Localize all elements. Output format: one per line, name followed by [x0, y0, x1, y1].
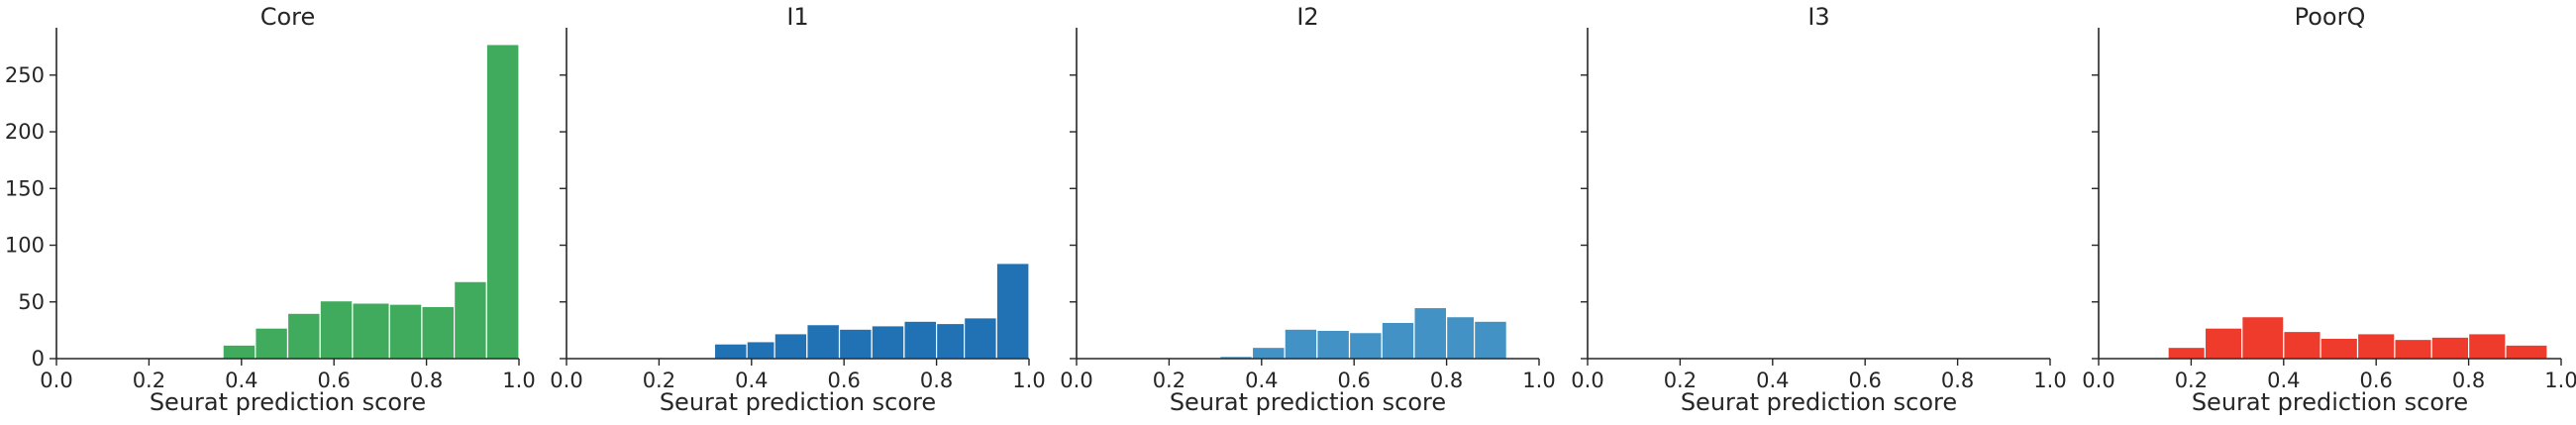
histogram-bar	[1445, 316, 1476, 360]
panel-poorq: 0.0 0.2 0.4 0.6 0.8 1.0 PoorQ Seurat prediction…	[2082, 3, 2576, 416]
histogram-bar	[1251, 346, 1286, 360]
x-tick-label: 0.2	[1153, 369, 1185, 392]
x-tick-label: 0.6	[2359, 369, 2392, 392]
x-tick-label: 0.6	[317, 369, 350, 392]
histogram-bar	[903, 320, 938, 360]
panel-title: Core	[260, 3, 316, 31]
panel-title: I1	[786, 3, 808, 31]
x-tick-label: 0.0	[1060, 369, 1092, 392]
y-tick-label: 0	[32, 347, 45, 371]
panel-title: PoorQ	[2295, 3, 2366, 31]
histogram-bar	[838, 328, 873, 360]
x-tick-label: 0.4	[225, 369, 258, 392]
histogram-bar	[2356, 333, 2396, 360]
histogram-bar	[1413, 306, 1448, 360]
x-tick-label: 0.6	[827, 369, 860, 392]
x-axis-label: Seurat prediction score	[660, 388, 936, 416]
panel-title: I3	[1807, 3, 1829, 31]
panel-i2: 0.0 0.2 0.4 0.6 0.8 1.0 I2 Seurat prediction sc…	[1060, 3, 1555, 416]
x-tick-label: 1.0	[2544, 369, 2576, 392]
x-tick-label: 0.2	[2175, 369, 2208, 392]
x-tick-label: 0.0	[40, 369, 72, 392]
panel-title: I2	[1296, 3, 1318, 31]
histogram-bar	[2505, 344, 2548, 360]
histogram-bar	[2241, 316, 2285, 360]
histogram-bar	[2283, 330, 2321, 360]
x-tick-label: 0.0	[2082, 369, 2114, 392]
histogram-bar	[2167, 346, 2207, 360]
histogram-bar	[2394, 338, 2432, 360]
histogram-bar	[2204, 327, 2243, 360]
x-tick-label: 1.0	[2033, 369, 2066, 392]
histogram-bar	[222, 344, 257, 360]
histogram-bar	[806, 324, 841, 360]
x-axis-label: Seurat prediction score	[1681, 388, 1957, 416]
x-tick-label: 0.0	[1571, 369, 1603, 392]
histogram-bar	[319, 300, 354, 360]
x-tick-label: 0.2	[1664, 369, 1697, 392]
y-tick-label: 250	[5, 63, 45, 87]
x-tick-label: 0.2	[133, 369, 165, 392]
histogram-bar	[2319, 337, 2359, 360]
panel-i3: 0.0 0.2 0.4 0.6 0.8 1.0 I3 Seurat prediction sc…	[1571, 3, 2066, 416]
x-tick-label: 0.8	[920, 369, 953, 392]
histogram-bar	[1474, 320, 1507, 360]
histogram-bar	[2468, 333, 2507, 360]
x-tick-label: 0.8	[2452, 369, 2485, 392]
histogram-bar	[713, 343, 748, 360]
x-tick-label: 0.4	[1245, 369, 1278, 392]
x-tick-label: 0.0	[550, 369, 582, 392]
x-tick-label: 0.4	[735, 369, 768, 392]
histogram-bar	[746, 341, 775, 360]
histogram-bar	[871, 325, 905, 360]
histogram-bar	[1316, 329, 1351, 360]
x-tick-label: 0.8	[1430, 369, 1463, 392]
x-axis-label: Seurat prediction score	[2192, 388, 2468, 416]
x-tick-label: 0.4	[2267, 369, 2300, 392]
x-tick-label: 1.0	[502, 369, 535, 392]
histogram-bar	[421, 305, 456, 360]
x-tick-label: 0.6	[1337, 369, 1370, 392]
x-axis-label: Seurat prediction score	[1170, 388, 1446, 416]
histogram-bar	[2430, 336, 2470, 360]
histogram-bar	[964, 317, 997, 360]
histogram-bar	[1348, 332, 1383, 360]
histogram-bar	[773, 333, 808, 360]
x-tick-label: 1.0	[1012, 369, 1045, 392]
panel-i1: 0.0 0.2 0.4 0.6 0.8 1.0 I1 Seurat prediction sc…	[550, 3, 1045, 416]
x-tick-label: 0.6	[1848, 369, 1881, 392]
x-tick-label: 0.8	[1941, 369, 1974, 392]
histogram-bar	[352, 302, 390, 360]
histogram-bar	[935, 322, 966, 360]
x-tick-label: 0.4	[1756, 369, 1789, 392]
x-tick-label: 0.2	[643, 369, 675, 392]
x-tick-label: 0.8	[410, 369, 443, 392]
x-axis-label: Seurat prediction score	[150, 388, 426, 416]
panel-core: 0 50 100 150 200 250 0.0 0.2 0.4 0.6 0.8 1.0 Core Seu…	[5, 3, 536, 416]
y-tick-label: 100	[5, 234, 45, 258]
histogram-bar	[485, 44, 520, 360]
histogram-bar	[286, 312, 321, 360]
y-tick-label: 150	[5, 176, 45, 200]
histogram-bar	[454, 280, 487, 360]
histogram-bar	[255, 327, 289, 360]
histogram-bar	[388, 303, 423, 360]
histogram-bar	[1284, 328, 1318, 360]
x-tick-label: 1.0	[1522, 369, 1555, 392]
histogram-bar	[995, 263, 1030, 360]
y-tick-label: 50	[18, 290, 45, 314]
histogram-bar	[1381, 321, 1415, 360]
y-tick-label: 200	[5, 120, 45, 144]
